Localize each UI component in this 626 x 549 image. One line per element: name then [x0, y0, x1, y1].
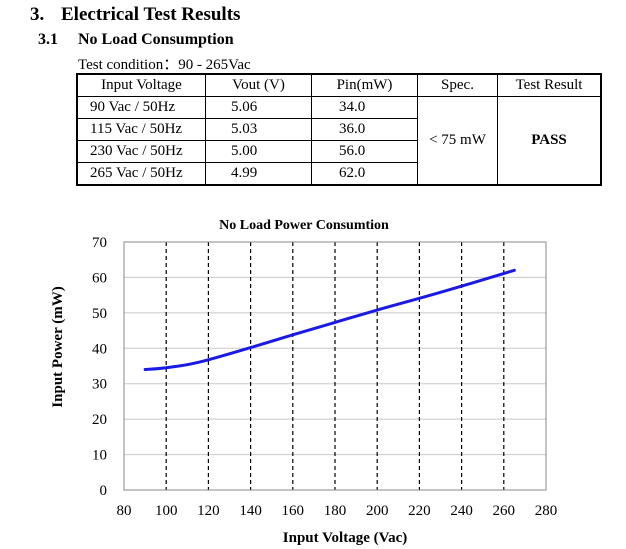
header-input-voltage: Input Voltage [76, 73, 206, 97]
power-consumption-chart: No Load Power Consumtion 0 10 20 30 40 50 60 70… [50, 218, 557, 546]
table-row: 115 Vac / 50Hz 5.03 36.0 [76, 118, 601, 141]
section-number: 3. [30, 4, 45, 25]
results-table: Input Voltage Vout (V) Pin(mW) Spec. Tes… [76, 73, 602, 186]
table-row: 265 Vac / 50Hz 4.99 62.0 [76, 162, 601, 186]
y-tick-label: 60 [92, 270, 107, 286]
x-tick-label: 180 [324, 503, 347, 519]
cell-vout: 4.99 [205, 162, 312, 186]
x-axis-label: Input Voltage (Vac) [283, 530, 407, 546]
cell-spec: < 75 mW [417, 96, 498, 186]
cell-vout: 5.03 [205, 118, 312, 141]
series-group [143, 268, 516, 372]
y-tick-label: 50 [92, 306, 107, 322]
subsection-number: 3.1 [38, 31, 58, 48]
chart-grid [124, 242, 546, 490]
table-row: 90 Vac / 50Hz 5.06 34.0 < 75 mW PASS [76, 96, 602, 186]
cell-test-result: PASS [497, 96, 602, 186]
table-header-row: Input Voltage Vout (V) Pin(mW) Spec. Tes… [76, 73, 602, 97]
cell-input-voltage: 230 Vac / 50Hz [76, 140, 206, 163]
chart-title: No Load Power Consumtion [219, 218, 389, 233]
x-tick-label: 80 [117, 503, 132, 519]
header-vout: Vout (V) [205, 73, 312, 97]
x-tick-label: 100 [155, 503, 178, 519]
axis-ticks: 0 10 20 30 40 50 60 70 80 100 120 140 160 180 200 220 24… [92, 235, 557, 519]
x-tick-label: 240 [450, 503, 473, 519]
y-tick-label: 40 [92, 341, 107, 357]
cell-pin: 56.0 [311, 140, 418, 163]
x-tick-label: 160 [282, 503, 305, 519]
x-tick-label: 260 [493, 503, 516, 519]
x-tick-label: 140 [239, 503, 262, 519]
x-tick-label: 120 [197, 503, 220, 519]
cell-pin: 62.0 [311, 162, 418, 186]
y-tick-label: 70 [92, 235, 107, 251]
cell-pin: 34.0 [311, 96, 418, 119]
plot-area [123, 241, 547, 491]
header-pin: Pin(mW) [311, 73, 418, 97]
header-spec: Spec. [417, 73, 498, 97]
y-tick-label: 20 [92, 412, 107, 428]
cell-vout: 5.00 [205, 140, 312, 163]
cell-input-voltage: 90 Vac / 50Hz [76, 96, 206, 119]
cell-input-voltage: 115 Vac / 50Hz [76, 118, 206, 141]
y-tick-label: 0 [100, 483, 108, 499]
y-tick-label: 10 [92, 448, 107, 464]
cell-vout: 5.06 [205, 96, 312, 119]
x-tick-label: 220 [408, 503, 431, 519]
section-title: Electrical Test Results [61, 4, 241, 25]
cell-pin: 36.0 [311, 118, 418, 141]
x-tick-label: 280 [535, 503, 558, 519]
header-test-result: Test Result [497, 73, 602, 97]
cell-input-voltage: 265 Vac / 50Hz [76, 162, 206, 186]
subsection-title: No Load Consumption [78, 31, 234, 48]
y-tick-label: 30 [92, 377, 107, 393]
y-axis-label: Input Power (mW) [50, 286, 66, 407]
x-tick-label: 200 [366, 503, 389, 519]
series-line [143, 268, 516, 372]
table-row: 230 Vac / 50Hz 5.00 56.0 [76, 140, 601, 163]
test-condition: Test condition：90 - 265Vac [78, 57, 251, 73]
